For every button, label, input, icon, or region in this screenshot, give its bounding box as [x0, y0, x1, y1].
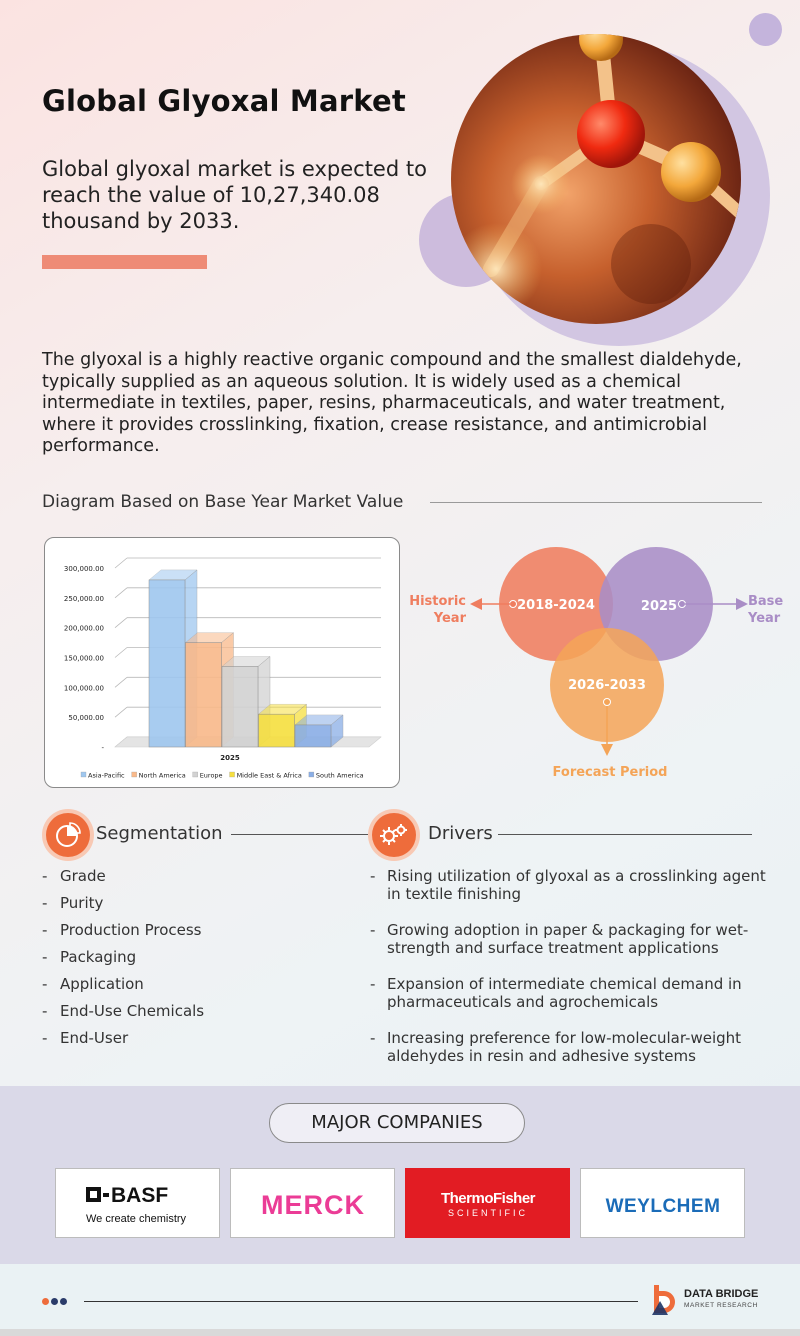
market-forecast-summary: Global glyoxal market is expected to rea… — [42, 157, 427, 233]
x-tick-label: 2025 — [220, 754, 240, 762]
gridline-depth — [114, 557, 128, 569]
list-item: - Increasing preference for low-molecular… — [370, 1029, 742, 1065]
gridline-depth — [114, 647, 128, 658]
market-value-chart: - 50,000.00 100,000.00 150,000.00 200,000.00… — [44, 537, 400, 788]
gridline-depth — [114, 617, 128, 628]
period-venn-diagram: 2018-2024 2025 2026-2033 Historic Year Ba… — [410, 547, 783, 780]
footer-strip — [0, 1329, 800, 1336]
merck-logo: MERCK — [230, 1168, 395, 1238]
footer-dot — [51, 1298, 58, 1305]
y-tick-label: 200,000.00 — [64, 625, 104, 633]
gridline-depth — [114, 677, 128, 688]
weylchem-logo: WEYLCHEM — [580, 1168, 745, 1238]
y-tick-label: 100,000.00 — [64, 684, 104, 692]
list-item: - Purity — [42, 894, 104, 912]
bar — [221, 666, 259, 748]
bar-chart-svg: - 50,000.00 100,000.00 150,000.00 200,000.00… — [64, 557, 382, 780]
basf-tagline: We create chemistry — [86, 1213, 187, 1225]
legend-swatch — [308, 771, 315, 778]
drivers-list: - Rising utilization of glyoxal as a cros… — [370, 867, 780, 1083]
legend-label: North America — [139, 772, 186, 780]
legend-label: Middle East & Africa — [237, 772, 302, 780]
gridline-depth — [114, 587, 128, 599]
divider-line — [231, 834, 368, 835]
legend-label: Asia-Pacific — [88, 772, 125, 780]
thermo-subtitle: SCIENTIFIC — [448, 1208, 528, 1218]
brand-subtitle: MARKET RESEARCH — [684, 1302, 758, 1309]
thermo-fisher-logo: ThermoFisher SCIENTIFIC — [405, 1168, 570, 1238]
y-tick-label: - — [101, 744, 104, 752]
thermo-name: ThermoFisher — [441, 1190, 536, 1207]
forecast-period-range: 2026-2033 — [568, 678, 646, 693]
bar — [294, 724, 332, 748]
molecule-image — [451, 34, 741, 324]
footer-dot — [60, 1298, 67, 1305]
legend-swatch — [192, 771, 198, 778]
market-description: The glyoxal is a highly reactive organic… — [42, 350, 742, 456]
companies-heading: MAJOR COMPANIES — [269, 1103, 525, 1143]
divider-line — [430, 502, 762, 503]
historic-year-label: Historic Year — [410, 594, 467, 626]
weylchem-name: WEYLCHEM — [606, 1196, 721, 1217]
legend-label: South America — [316, 772, 364, 780]
brand-name: DATA BRIDGE — [684, 1288, 758, 1300]
gridline-depth — [114, 706, 128, 718]
merck-name: MERCK — [261, 1190, 365, 1220]
footer-divider — [84, 1301, 638, 1302]
list-item: - Expansion of intermediate chemical dema… — [370, 975, 742, 1011]
legend-label: Europe — [200, 772, 223, 780]
bar — [258, 713, 295, 748]
pie-chart-icon — [46, 813, 90, 857]
decorative-dot — [749, 13, 782, 46]
page-title: Global Glyoxal Market — [42, 84, 406, 118]
base-year-label: Base Year — [747, 594, 783, 626]
list-item: - End-Use Chemicals — [42, 1002, 205, 1020]
forecast-circle — [550, 628, 664, 742]
legend-swatch — [229, 771, 235, 778]
bar — [185, 642, 222, 748]
basf-name: BASF — [111, 1184, 168, 1207]
bar — [148, 579, 186, 748]
list-item: - Growing adoption in paper & packaging f… — [370, 921, 749, 957]
y-tick-label: 150,000.00 — [64, 655, 104, 663]
accent-bar — [42, 255, 207, 269]
historic-period: 2018-2024 — [517, 598, 595, 613]
gears-icon — [372, 813, 416, 857]
segmentation-title: Segmentation — [96, 823, 223, 844]
list-item: - Application — [42, 975, 144, 993]
basf-logo: BASF We create chemistry — [55, 1168, 220, 1238]
footer-dot — [42, 1298, 49, 1305]
legend-swatch — [131, 771, 137, 778]
list-item: - Production Process — [42, 921, 202, 939]
list-item: - End-User — [42, 1029, 129, 1047]
y-tick-label: 300,000.00 — [64, 565, 104, 573]
forecast-period-label: Forecast Period — [553, 765, 668, 780]
list-item: - Grade — [42, 867, 106, 885]
base-period: 2025 — [641, 599, 677, 614]
historic-circle — [499, 547, 613, 661]
y-tick-label: 50,000.00 — [68, 714, 104, 722]
diagram-heading: Diagram Based on Base Year Market Value — [42, 492, 404, 512]
list-item: - Packaging — [42, 948, 137, 966]
segmentation-list: - Grade - Purity - Production Process - Pack… — [42, 867, 342, 1056]
list-item: - Rising utilization of glyoxal as a cros… — [370, 867, 766, 903]
data-bridge-logo: DATA BRIDGE MARKET RESEARCH — [650, 1281, 770, 1317]
drivers-title: Drivers — [428, 823, 493, 844]
divider-line — [498, 834, 752, 835]
legend-swatch — [80, 771, 87, 778]
y-tick-label: 250,000.00 — [64, 595, 104, 603]
